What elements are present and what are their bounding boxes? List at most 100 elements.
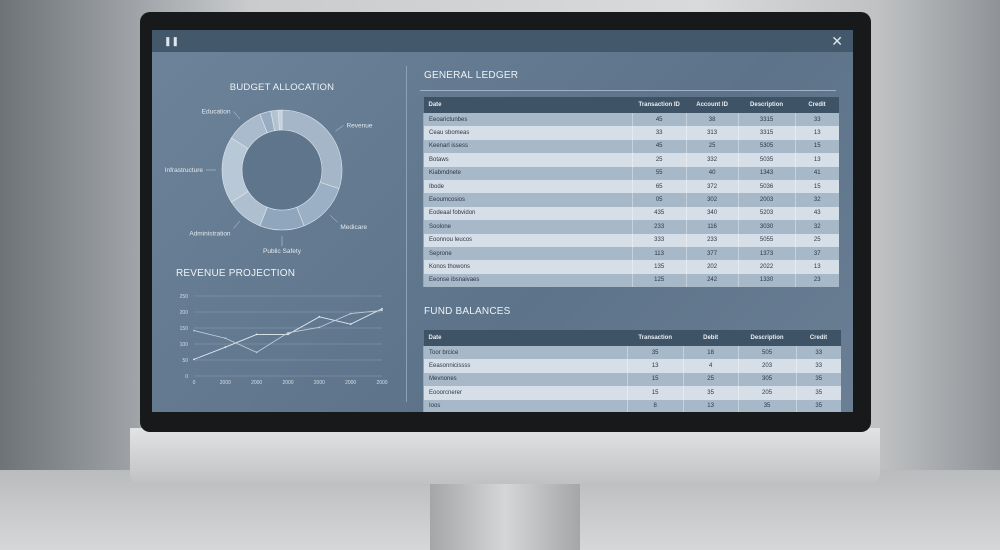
fund-cell: 15 <box>626 372 684 387</box>
revenue-line-chart: 0 50 100 150 200 250 0 2000 2000 2000 2000 2000 2000 <box>180 294 388 386</box>
slice-label: Public Safety <box>263 248 302 255</box>
ledger-column-header[interactable]: Date <box>423 97 633 113</box>
ledger-row[interactable]: Kiabmdnete 55 40 1343 41 <box>423 166 839 180</box>
ledger-cell: 5305 <box>737 139 796 154</box>
ledger-cell: 38 <box>685 113 739 127</box>
ledger-row[interactable]: Eeonse ibsnaivaes 125 242 1330 23 <box>423 273 839 288</box>
data-point <box>318 326 321 329</box>
fund-row[interactable]: Eeasonnicissss 13 4 203 33 <box>423 359 841 373</box>
ledger-cell: 435 <box>631 206 687 221</box>
fund-row[interactable]: Mevnones 15 25 305 35 <box>423 372 841 387</box>
fund-title: FUND BALANCES <box>424 306 511 317</box>
ledger-row[interactable]: Konos thowons 135 202 2022 13 <box>423 260 839 274</box>
ledger-row[interactable]: Eeoarictunbes 45 38 3315 33 <box>423 113 839 127</box>
ledger-column-header[interactable]: Description <box>738 97 796 113</box>
ledger-title-rule <box>420 90 836 91</box>
ledger-row[interactable]: Eodeaal fobvidon 435 340 5203 43 <box>423 206 839 221</box>
fund-cell: 205 <box>737 386 797 400</box>
data-point <box>224 337 227 340</box>
ledger-cell: 113 <box>631 246 687 261</box>
ledger-cell: 25 <box>631 153 687 167</box>
donut-slice[interactable] <box>259 206 305 231</box>
ledger-cell: 33 <box>794 113 839 127</box>
ledger-cell: 1343 <box>737 166 796 180</box>
fund-row[interactable]: Ioos 8 13 35 35 <box>423 399 841 412</box>
slice-label: Education <box>202 108 231 115</box>
fund-cell: 305 <box>737 372 797 387</box>
y-tick-label: 0 <box>185 374 188 380</box>
ledger-row[interactable]: Seprone 113 377 1373 37 <box>423 246 839 261</box>
slice-leader-line <box>329 214 338 223</box>
fund-table: Date Transaction Debit Description Credit Too… <box>423 330 841 412</box>
data-point <box>381 309 383 312</box>
ledger-cell: Eeoumcosios <box>423 193 633 207</box>
fund-cell: 33 <box>795 346 841 360</box>
fund-cell: 15 <box>626 386 684 400</box>
ledger-table: Date Transaction ID Account ID Description C… <box>423 97 839 288</box>
ledger-column-header[interactable]: Account ID <box>686 97 739 113</box>
fund-cell: 13 <box>626 359 684 373</box>
fund-cell: Toor brcice <box>423 346 628 360</box>
fund-column-header[interactable]: Debit <box>683 330 739 346</box>
fund-cell: 13 <box>682 399 739 412</box>
ledger-cell: 3030 <box>737 220 796 234</box>
ledger-cell: 302 <box>685 193 739 207</box>
ledger-cell: 313 <box>685 126 739 140</box>
y-tick-label: 200 <box>180 310 189 316</box>
donut-slice[interactable] <box>277 109 283 131</box>
ledger-column-header[interactable]: Transaction ID <box>632 97 687 113</box>
ledger-cell: 40 <box>685 166 739 180</box>
y-tick-label: 50 <box>182 358 188 364</box>
fund-cell: Mevnones <box>423 372 628 387</box>
ledger-row[interactable]: Botaws 25 332 5035 13 <box>423 153 839 167</box>
data-point <box>193 358 195 361</box>
ledger-cell: 05 <box>631 193 687 207</box>
fund-row[interactable]: Eooorcnerer 15 35 205 35 <box>423 386 841 400</box>
ledger-cell: 25 <box>794 233 839 247</box>
fund-column-header[interactable]: Date <box>423 330 628 346</box>
fund-column-header[interactable]: Transaction <box>627 330 684 346</box>
ledger-row[interactable]: Keenarl issess 45 25 5305 15 <box>423 139 839 154</box>
fund-cell: 8 <box>626 399 684 412</box>
ledger-cell: Eodeaal fobvidon <box>423 206 633 221</box>
y-tick-label: 100 <box>180 342 189 348</box>
ledger-column-header[interactable]: Credit <box>795 97 839 113</box>
slice-label: Medicare <box>340 224 367 231</box>
y-tick-label: 250 <box>180 294 189 300</box>
ledger-row[interactable]: Eoonnou leucos 333 233 5055 25 <box>423 233 839 247</box>
title-bar: ❚❚ ✕ <box>152 30 853 52</box>
ledger-row[interactable]: Ibode 65 372 5036 15 <box>423 179 839 194</box>
fund-cell: 35 <box>682 386 739 400</box>
fund-cell: Ioos <box>423 399 628 412</box>
panel-icon[interactable]: ❚❚ <box>164 36 180 46</box>
ledger-cell: 332 <box>685 153 739 167</box>
close-icon[interactable]: ✕ <box>831 33 843 49</box>
data-point <box>255 351 258 354</box>
fund-cell: 35 <box>737 399 797 412</box>
x-tick-label: 2000 <box>345 380 356 386</box>
fund-cell: 35 <box>795 386 841 400</box>
ledger-cell: 23 <box>794 273 839 288</box>
x-tick-label: 2000 <box>314 380 325 386</box>
ledger-cell: 5035 <box>737 153 796 167</box>
data-point <box>381 307 383 310</box>
ledger-cell: 333 <box>631 233 687 247</box>
ledger-cell: 5055 <box>737 233 796 247</box>
fund-cell: 35 <box>795 372 841 387</box>
revenue-title: REVENUE PROJECTION <box>176 268 296 279</box>
ledger-cell: 32 <box>794 193 839 207</box>
slice-leader-line <box>233 220 241 229</box>
monitor-stand <box>430 484 580 550</box>
ledger-row[interactable]: Ceau sbomeas 33 313 3315 13 <box>423 126 839 140</box>
ledger-cell: 5203 <box>737 206 796 221</box>
ledger-cell: 15 <box>794 179 839 194</box>
ledger-cell: Seprone <box>423 246 633 261</box>
ledger-row[interactable]: Eeoumcosios 05 302 2003 32 <box>423 193 839 207</box>
fund-row[interactable]: Toor brcice 35 18 505 33 <box>423 346 841 360</box>
ledger-cell: Kiabmdnete <box>423 166 633 180</box>
ledger-cell: 25 <box>685 139 739 154</box>
ledger-row[interactable]: Soolone 233 116 3030 32 <box>423 220 839 234</box>
data-point <box>318 315 321 318</box>
fund-column-header[interactable]: Credit <box>796 330 841 346</box>
fund-column-header[interactable]: Description <box>738 330 797 346</box>
